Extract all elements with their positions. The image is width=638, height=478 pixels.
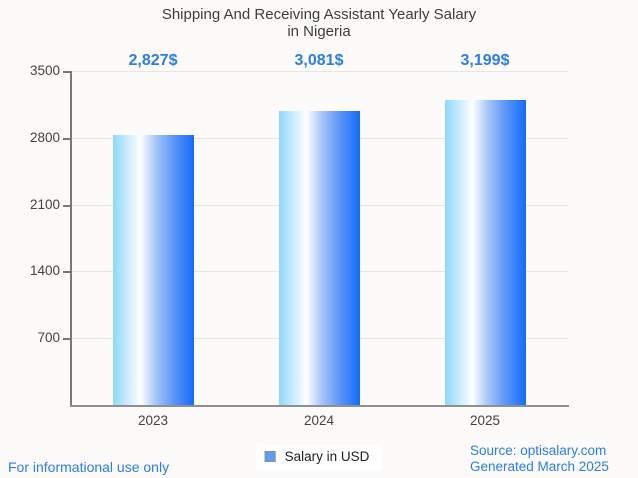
legend: Salary in USD xyxy=(256,445,382,470)
bar-2025 xyxy=(444,99,526,405)
bar-value-label-2024: 3,081$ xyxy=(294,52,344,69)
x-axis-line xyxy=(70,405,569,407)
bar-value-label-2025: 3,199$ xyxy=(460,52,510,69)
y-tick-label-2100: 2100 xyxy=(29,196,60,212)
footer-note: For informational use only xyxy=(8,459,170,475)
y-axis-line xyxy=(70,71,72,406)
source-link[interactable]: Source: optisalary.com xyxy=(470,443,607,458)
y-tick-3500 xyxy=(63,71,70,73)
y-tick-700 xyxy=(63,338,70,341)
chart-title-line1: Shipping And Receiving Assistant Yearly … xyxy=(161,6,477,23)
y-tick-1400 xyxy=(63,271,70,274)
y-tick-2100 xyxy=(63,204,70,207)
chart-title-line2: in Nigeria xyxy=(287,23,351,40)
x-tick-label-2024: 2024 xyxy=(303,413,335,428)
grid-line-3500 xyxy=(70,71,568,72)
y-tick-2800 xyxy=(63,137,70,140)
chart-title: Shipping And Receiving Assistant Yearly … xyxy=(0,6,638,40)
y-tick-label-700: 700 xyxy=(37,330,60,346)
bar-2024 xyxy=(278,111,360,405)
bar-value-label-2023: 2,827$ xyxy=(128,52,178,69)
legend-label: Salary in USD xyxy=(284,449,370,464)
plot-area xyxy=(70,71,568,405)
x-tick-label-2023: 2023 xyxy=(137,413,169,428)
footer-source: Source: optisalary.com Generated March 2… xyxy=(470,443,609,474)
y-tick-label-3500: 3500 xyxy=(29,63,60,78)
bar-2023 xyxy=(112,135,194,405)
legend-swatch-icon xyxy=(264,451,276,462)
x-tick-label-2025: 2025 xyxy=(469,413,501,428)
y-tick-label-2800: 2800 xyxy=(29,129,60,145)
y-tick-label-1400: 1400 xyxy=(29,263,60,279)
generated-date: Generated March 2025 xyxy=(470,458,609,474)
